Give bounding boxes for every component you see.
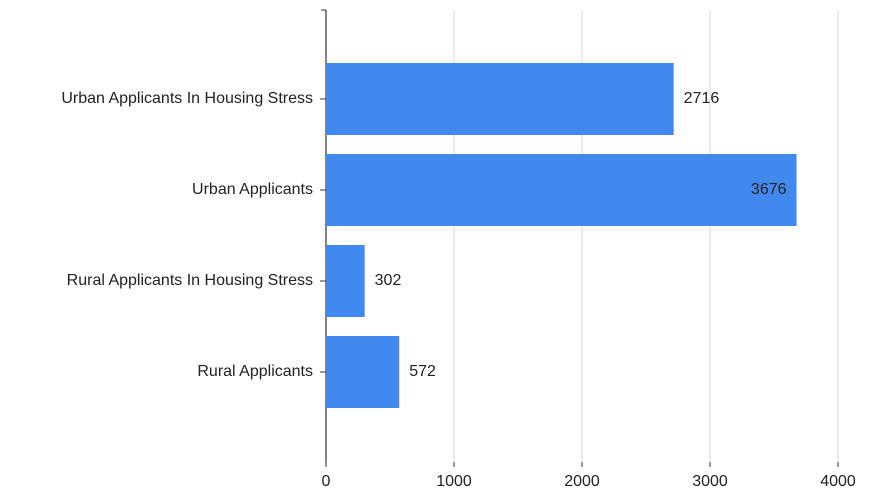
x-tick-label: 0 xyxy=(322,473,331,490)
x-tick-label: 2000 xyxy=(564,473,600,490)
bar xyxy=(326,336,400,408)
y-tick-label: Urban Applicants In Housing Stress xyxy=(61,90,313,107)
value-label: 2716 xyxy=(684,90,720,107)
y-tick-label: Rural Applicants xyxy=(197,363,313,380)
x-tick-label: 3000 xyxy=(692,473,728,490)
y-tick-label: Rural Applicants In Housing Stress xyxy=(67,272,313,289)
x-tick-label: 4000 xyxy=(820,473,856,490)
y-tick-label: Urban Applicants xyxy=(192,181,313,198)
value-label: 572 xyxy=(409,363,436,380)
bar xyxy=(326,154,797,226)
bar xyxy=(326,63,674,135)
value-label: 302 xyxy=(375,272,402,289)
value-label: 3676 xyxy=(751,181,787,198)
x-tick-label: 1000 xyxy=(436,473,472,490)
bar xyxy=(326,245,365,317)
